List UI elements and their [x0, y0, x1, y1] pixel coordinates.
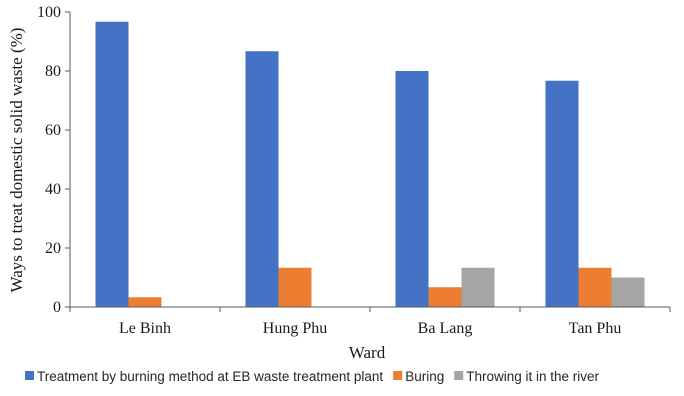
legend-swatch	[393, 371, 402, 380]
y-tick-label: 40	[45, 181, 61, 198]
bar-le-binh-series-2	[129, 297, 162, 307]
x-tick-label: Le Binh	[119, 320, 171, 337]
bar-tan-phu-series-3	[612, 278, 645, 308]
y-axis-title: Ways to treat domestic solid waste (%)	[7, 28, 26, 293]
legend-swatch	[454, 371, 463, 380]
y-tick-label: 60	[45, 122, 61, 139]
y-tick-label: 0	[53, 299, 61, 316]
chart-marks	[96, 22, 645, 307]
legend-label: Throwing it in the river	[466, 369, 599, 384]
bar-hung-phu-series-1	[246, 51, 279, 307]
legend-label: Buring	[405, 369, 444, 384]
x-tick-label: Hung Phu	[263, 320, 327, 337]
bar-le-binh-series-1	[96, 22, 129, 307]
legend: Treatment by burning method at EB waste …	[25, 369, 600, 384]
x-axis-title: Ward	[349, 343, 386, 362]
x-tick-label: Ba Lang	[418, 320, 473, 337]
bar-ba-lang-series-1	[396, 71, 429, 307]
legend-label: Treatment by burning method at EB waste …	[37, 369, 383, 384]
bar-tan-phu-series-1	[546, 81, 579, 307]
x-tick-label: Tan Phu	[569, 320, 622, 337]
y-tick-label: 80	[45, 63, 61, 80]
bar-ba-lang-series-3	[462, 268, 495, 307]
bar-tan-phu-series-2	[579, 268, 612, 307]
bar-hung-phu-series-2	[279, 268, 312, 307]
bar-ba-lang-series-2	[429, 287, 462, 307]
legend-swatch	[25, 371, 34, 380]
y-tick-label: 20	[45, 240, 61, 257]
y-tick-label: 100	[37, 4, 61, 21]
